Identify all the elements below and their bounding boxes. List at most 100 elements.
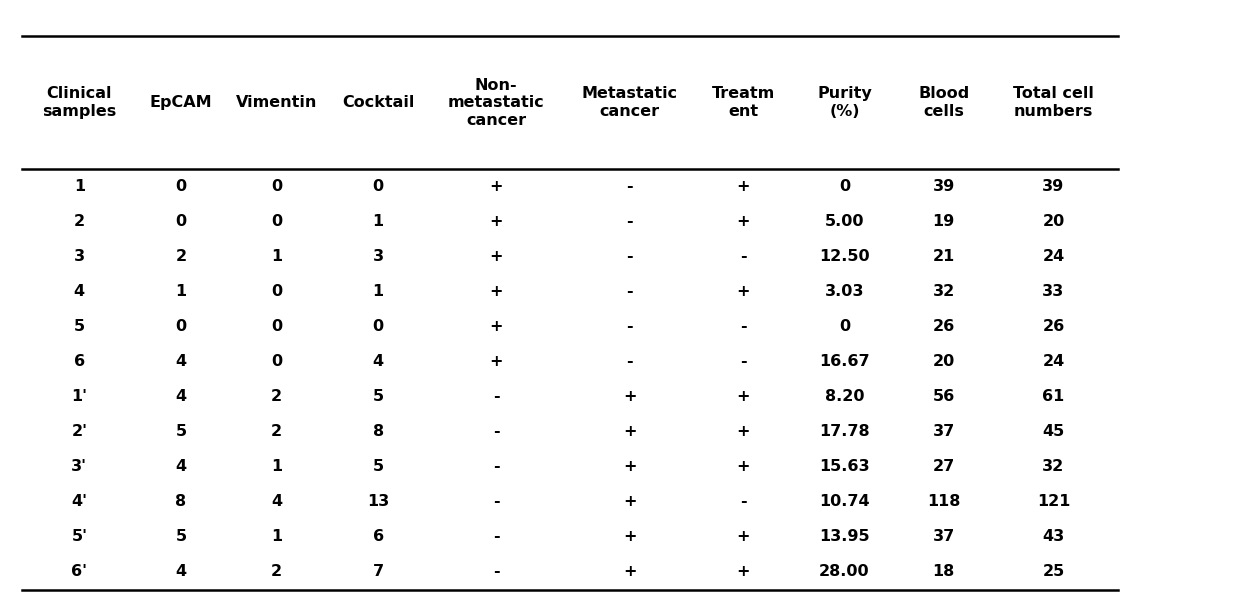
- Text: 32: 32: [932, 284, 955, 299]
- Text: 2: 2: [272, 425, 281, 439]
- Text: +: +: [624, 565, 636, 579]
- Text: +: +: [737, 179, 750, 194]
- Text: 26: 26: [1043, 320, 1064, 334]
- Text: +: +: [490, 214, 502, 229]
- Text: 2: 2: [176, 249, 186, 264]
- Text: 4': 4': [72, 495, 87, 509]
- Text: 28.00: 28.00: [820, 565, 869, 579]
- Text: 118: 118: [928, 495, 960, 509]
- Text: 5: 5: [176, 530, 186, 544]
- Text: 4: 4: [373, 355, 383, 369]
- Text: 1': 1': [72, 390, 87, 404]
- Text: 0: 0: [272, 214, 281, 229]
- Text: -: -: [626, 214, 634, 229]
- Text: +: +: [490, 355, 502, 369]
- Text: 43: 43: [1043, 530, 1064, 544]
- Text: 0: 0: [176, 179, 186, 194]
- Text: +: +: [737, 460, 750, 474]
- Text: +: +: [490, 320, 502, 334]
- Text: -: -: [492, 530, 500, 544]
- Text: 37: 37: [932, 530, 955, 544]
- Text: -: -: [626, 179, 634, 194]
- Text: 12.50: 12.50: [820, 249, 869, 264]
- Text: 1: 1: [272, 249, 281, 264]
- Text: 3: 3: [74, 249, 84, 264]
- Text: 5: 5: [373, 460, 383, 474]
- Text: +: +: [624, 460, 636, 474]
- Text: 1: 1: [74, 179, 84, 194]
- Text: 1: 1: [373, 284, 383, 299]
- Text: -: -: [626, 320, 634, 334]
- Text: 3: 3: [373, 249, 383, 264]
- Text: Blood
cells: Blood cells: [918, 86, 970, 119]
- Text: -: -: [626, 249, 634, 264]
- Text: -: -: [492, 460, 500, 474]
- Text: 2: 2: [74, 214, 84, 229]
- Text: +: +: [490, 249, 502, 264]
- Text: 45: 45: [1043, 425, 1064, 439]
- Text: 5: 5: [373, 390, 383, 404]
- Text: -: -: [492, 565, 500, 579]
- Text: 15.63: 15.63: [820, 460, 869, 474]
- Text: 0: 0: [272, 355, 281, 369]
- Text: +: +: [490, 179, 502, 194]
- Text: 4: 4: [272, 495, 281, 509]
- Text: 20: 20: [1043, 214, 1064, 229]
- Text: 0: 0: [373, 179, 383, 194]
- Text: +: +: [624, 425, 636, 439]
- Text: 3.03: 3.03: [825, 284, 864, 299]
- Text: +: +: [624, 390, 636, 404]
- Text: 39: 39: [1043, 179, 1064, 194]
- Text: -: -: [740, 320, 746, 334]
- Text: 27: 27: [932, 460, 955, 474]
- Text: 4: 4: [176, 460, 186, 474]
- Text: 8: 8: [373, 425, 383, 439]
- Text: 7: 7: [373, 565, 383, 579]
- Text: 2: 2: [272, 565, 281, 579]
- Text: 32: 32: [1043, 460, 1064, 474]
- Text: 3': 3': [72, 460, 87, 474]
- Text: 24: 24: [1043, 355, 1064, 369]
- Text: Clinical
samples: Clinical samples: [42, 86, 117, 119]
- Text: 13.95: 13.95: [820, 530, 869, 544]
- Text: Total cell
numbers: Total cell numbers: [1013, 86, 1094, 119]
- Text: 61: 61: [1043, 390, 1064, 404]
- Text: 5': 5': [72, 530, 87, 544]
- Text: -: -: [492, 425, 500, 439]
- Text: 1: 1: [373, 214, 383, 229]
- Text: 13: 13: [367, 495, 389, 509]
- Text: +: +: [737, 565, 750, 579]
- Text: 0: 0: [272, 179, 281, 194]
- Text: 0: 0: [272, 284, 281, 299]
- Text: Treatm
ent: Treatm ent: [712, 86, 775, 119]
- Text: Non-
metastatic
cancer: Non- metastatic cancer: [448, 78, 544, 127]
- Text: 0: 0: [272, 320, 281, 334]
- Text: 4: 4: [176, 355, 186, 369]
- Text: -: -: [626, 355, 634, 369]
- Text: 39: 39: [932, 179, 955, 194]
- Text: 5: 5: [176, 425, 186, 439]
- Text: -: -: [740, 249, 746, 264]
- Text: -: -: [626, 284, 634, 299]
- Text: 17.78: 17.78: [820, 425, 869, 439]
- Text: 0: 0: [176, 214, 186, 229]
- Text: Vimentin: Vimentin: [236, 95, 317, 110]
- Text: 0: 0: [839, 179, 849, 194]
- Text: 0: 0: [176, 320, 186, 334]
- Text: 8.20: 8.20: [825, 390, 864, 404]
- Text: 0: 0: [373, 320, 383, 334]
- Text: +: +: [624, 530, 636, 544]
- Text: 10.74: 10.74: [820, 495, 869, 509]
- Text: 18: 18: [932, 565, 955, 579]
- Text: Metastatic
cancer: Metastatic cancer: [582, 86, 678, 119]
- Text: 1: 1: [176, 284, 186, 299]
- Text: 5.00: 5.00: [825, 214, 864, 229]
- Text: 16.67: 16.67: [820, 355, 869, 369]
- Text: +: +: [490, 284, 502, 299]
- Text: -: -: [740, 355, 746, 369]
- Text: Cocktail: Cocktail: [342, 95, 414, 110]
- Text: 1: 1: [272, 530, 281, 544]
- Text: +: +: [624, 495, 636, 509]
- Text: 1: 1: [272, 460, 281, 474]
- Text: -: -: [740, 495, 746, 509]
